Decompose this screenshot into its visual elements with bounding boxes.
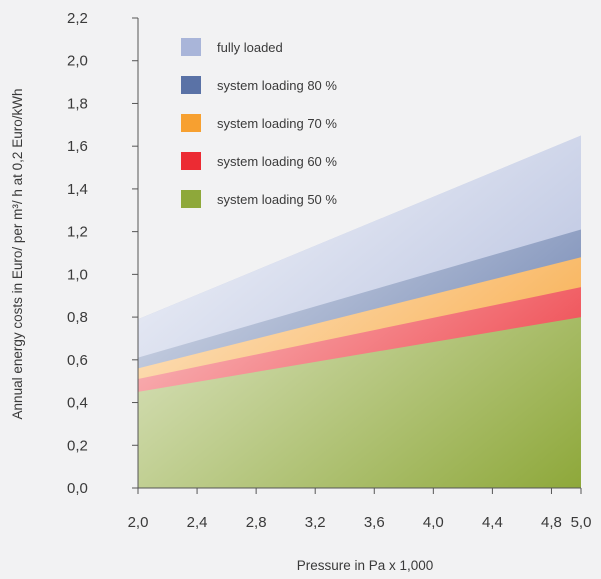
- y-tick-label: 0,6: [67, 352, 88, 369]
- x-tick-label: 4,4: [482, 514, 503, 531]
- y-tick-label: 1,0: [67, 266, 88, 283]
- legend-swatch: [181, 76, 201, 94]
- legend-item: system loading 80 %: [181, 76, 337, 94]
- legend-swatch: [181, 114, 201, 132]
- x-tick-label: 2,8: [246, 514, 267, 531]
- y-tick-label: 2,2: [67, 10, 88, 27]
- legend-swatch: [181, 152, 201, 170]
- area-highlight-overlay: [138, 135, 581, 488]
- series-areas: [138, 135, 581, 488]
- y-tick-label: 1,2: [67, 224, 88, 241]
- y-axis-title: Annual energy costs in Euro/ per m³/ h a…: [10, 89, 25, 420]
- legend-swatch: [181, 190, 201, 208]
- axes: 0,0 0,2 0,4 0,6 0,8 1,0 1,2 1,4 1,6 1,8 2,0 2,2 2,0 2…: [67, 10, 591, 531]
- y-tick-label: 0,4: [67, 395, 88, 412]
- x-axis-title: Pressure in Pa x 1,000: [297, 558, 434, 573]
- legend-label: system loading 60 %: [217, 154, 337, 169]
- x-tick-label: 2,0: [128, 514, 149, 531]
- legend-label: fully loaded: [217, 40, 283, 55]
- y-tick-label: 1,8: [67, 95, 88, 112]
- legend-label: system loading 70 %: [217, 116, 337, 131]
- x-tick-label: 2,4: [187, 514, 208, 531]
- x-tick-label: 3,2: [305, 514, 326, 531]
- y-tick-label: 2,0: [67, 53, 88, 70]
- x-tick-label: 3,6: [364, 514, 385, 531]
- legend-item: system loading 70 %: [181, 114, 337, 132]
- y-tick-label: 1,4: [67, 181, 88, 198]
- legend-item: system loading 60 %: [181, 152, 337, 170]
- x-tick-label: 4,8: [541, 514, 562, 531]
- legend-item: system loading 50 %: [181, 190, 337, 208]
- legend-label: system loading 80 %: [217, 78, 337, 93]
- legend-item: fully loaded: [181, 38, 283, 56]
- y-tick-label: 0,8: [67, 309, 88, 326]
- legend: fully loaded system loading 80 % system lo…: [181, 38, 337, 208]
- y-tick-label: 0,2: [67, 437, 88, 454]
- legend-label: system loading 50 %: [217, 192, 337, 207]
- y-tick-label: 0,0: [67, 480, 88, 497]
- x-tick-label: 5,0: [571, 514, 592, 531]
- legend-swatch: [181, 38, 201, 56]
- x-tick-label: 4,0: [423, 514, 444, 531]
- y-tick-label: 1,6: [67, 138, 88, 155]
